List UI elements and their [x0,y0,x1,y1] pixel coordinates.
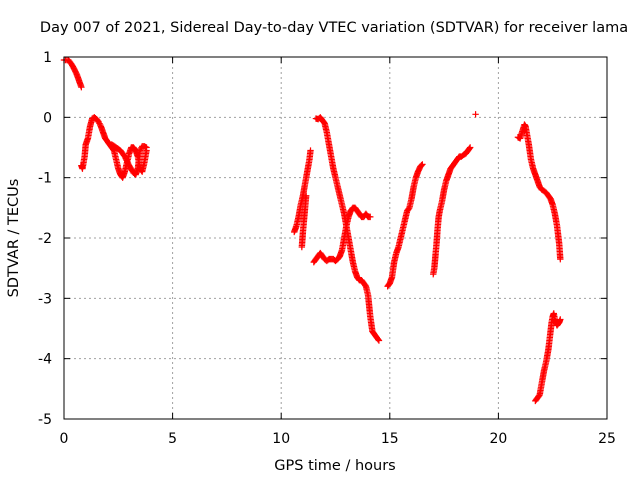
x-tick-label: 10 [272,431,290,447]
data-point [367,213,374,221]
data-point [136,147,144,154]
y-tick-label: -5 [38,412,52,428]
data-point [96,120,103,127]
y-axis-label: SDTVAR / TECUs [6,179,22,298]
x-tick-label: 25 [598,431,616,447]
chart-title: Day 007 of 2021, Sidereal Day-to-day VTE… [40,20,628,36]
y-tick-label: -2 [38,231,52,247]
data-point [143,144,150,151]
data-point [302,192,310,199]
data-point [419,161,426,168]
data-point [375,336,382,343]
x-tick-label: 15 [381,431,399,447]
data-point [466,145,473,152]
data-point [472,111,479,118]
axis-ticks: 0 5 10 15 20 25 -5 -4 -3 -2 -1 0 1 [38,50,616,447]
y-tick-label: 0 [43,110,52,126]
data-point [95,118,102,126]
y-tick-label: -1 [38,171,52,187]
data-point [418,161,425,169]
data-point [557,255,564,263]
data-point [307,147,314,154]
y-tick-label: -4 [38,352,52,368]
x-tick-label: 20 [489,431,507,447]
x-tick-label: 0 [60,431,69,447]
data-points [60,56,564,405]
data-point [78,83,85,91]
x-tick-label: 5 [168,431,177,447]
data-point [466,144,474,151]
y-tick-label: -3 [38,291,52,307]
y-tick-label: 1 [43,50,52,66]
data-point [375,337,383,344]
data-point [557,316,564,323]
data-point [142,143,149,151]
x-axis-label: GPS time / hours [274,458,395,474]
